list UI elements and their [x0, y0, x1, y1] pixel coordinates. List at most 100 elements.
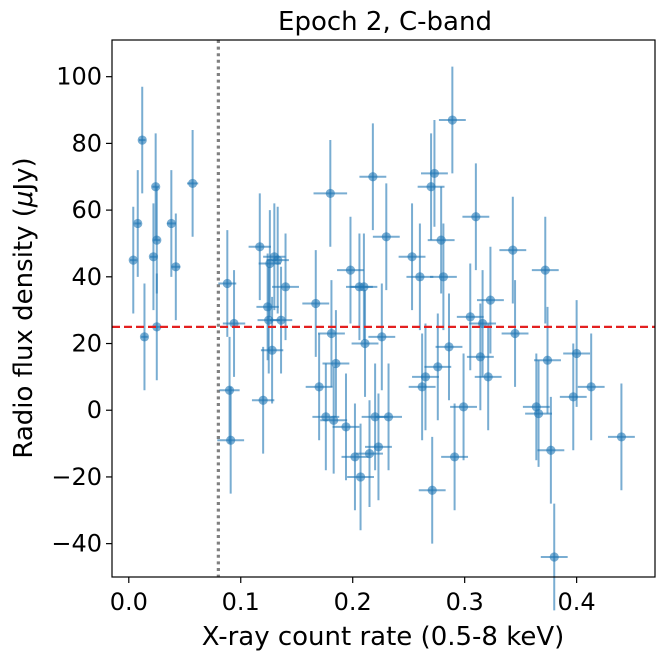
data-point: [248, 193, 271, 301]
data-point: [398, 203, 426, 311]
point-marker: [471, 212, 481, 222]
y-tick-label: −20: [51, 463, 102, 491]
point-marker: [171, 262, 181, 272]
point-marker: [341, 422, 351, 432]
point-marker: [417, 382, 427, 392]
point-marker: [433, 362, 443, 372]
data-point: [559, 343, 587, 451]
point-marker: [427, 485, 437, 495]
data-point: [318, 280, 345, 387]
y-tick-label: 100: [56, 63, 102, 91]
point-marker: [616, 432, 627, 442]
point-marker: [137, 135, 147, 145]
data-point: [476, 246, 504, 354]
data-point: [531, 216, 559, 324]
point-marker: [264, 315, 274, 325]
data-point: [305, 333, 333, 441]
data-point: [359, 123, 387, 231]
data-point: [534, 306, 561, 414]
data-point: [302, 250, 330, 357]
data-point: [322, 310, 350, 417]
data-point: [251, 346, 275, 454]
point-marker: [133, 218, 143, 229]
y-tick-label: 40: [71, 263, 102, 291]
point-marker: [483, 372, 493, 382]
point-marker: [510, 328, 520, 339]
data-point: [501, 280, 529, 387]
point-marker: [465, 312, 475, 322]
point-marker: [415, 272, 425, 282]
data-point: [607, 383, 635, 491]
data-point: [320, 366, 348, 474]
data-point: [368, 283, 396, 391]
point-marker: [321, 412, 331, 422]
data-point: [438, 66, 466, 174]
point-marker: [331, 358, 341, 369]
point-marker: [572, 348, 582, 359]
x-tick-label: 0.0: [110, 588, 148, 616]
data-point: [341, 403, 369, 511]
y-tick-label: 60: [71, 196, 102, 224]
point-marker: [586, 382, 596, 392]
point-marker: [325, 188, 335, 199]
x-tick-label: 0.1: [222, 588, 260, 616]
point-marker: [151, 182, 161, 192]
data-point: [350, 233, 378, 341]
data-point: [406, 223, 434, 331]
point-marker: [381, 232, 391, 242]
point-marker: [152, 322, 162, 332]
point-marker: [273, 255, 283, 265]
data-point: [372, 183, 400, 291]
data-point: [456, 263, 484, 371]
data-point: [450, 353, 477, 461]
point-marker: [568, 392, 578, 402]
y-tick-label: 0: [87, 396, 102, 424]
data-point: [217, 386, 245, 494]
data-point: [563, 300, 591, 407]
chart-title: Epoch 2, C-band: [278, 7, 492, 37]
y-tick-label: 80: [71, 129, 102, 157]
point-marker: [265, 258, 275, 269]
data-layer: [112, 40, 655, 611]
data-point: [351, 290, 379, 397]
data-point: [166, 170, 176, 277]
point-marker: [276, 315, 286, 325]
point-marker: [373, 442, 384, 452]
data-point: [219, 336, 240, 444]
point-marker: [139, 332, 150, 342]
point-marker: [329, 415, 339, 425]
data-point: [187, 130, 199, 237]
point-marker: [359, 282, 369, 292]
y-axis-label: Radio flux density (μJy): [9, 157, 39, 458]
point-marker: [549, 552, 559, 562]
x-tick-label: 0.3: [446, 588, 484, 616]
point-marker: [542, 355, 553, 365]
point-marker: [540, 265, 550, 275]
data-point: [272, 233, 299, 341]
data-point: [577, 333, 605, 441]
point-marker: [258, 395, 268, 405]
data-point: [537, 396, 565, 504]
y-axis-label-suffix: Jy): [9, 157, 39, 192]
point-marker: [267, 345, 277, 355]
point-marker: [152, 235, 162, 245]
point-marker: [458, 402, 469, 412]
data-point: [269, 266, 293, 374]
point-marker: [326, 328, 337, 339]
data-point: [375, 363, 402, 471]
point-marker: [377, 332, 387, 342]
point-marker: [360, 338, 370, 349]
point-marker: [255, 242, 265, 252]
data-point: [435, 293, 463, 401]
point-marker: [345, 265, 356, 275]
point-marker: [188, 178, 198, 189]
data-point: [260, 296, 284, 404]
data-point: [421, 120, 448, 227]
point-marker: [407, 252, 417, 262]
point-marker: [166, 218, 176, 229]
data-point: [525, 360, 552, 467]
x-tick-label: 0.4: [558, 588, 596, 616]
point-marker: [508, 245, 518, 255]
